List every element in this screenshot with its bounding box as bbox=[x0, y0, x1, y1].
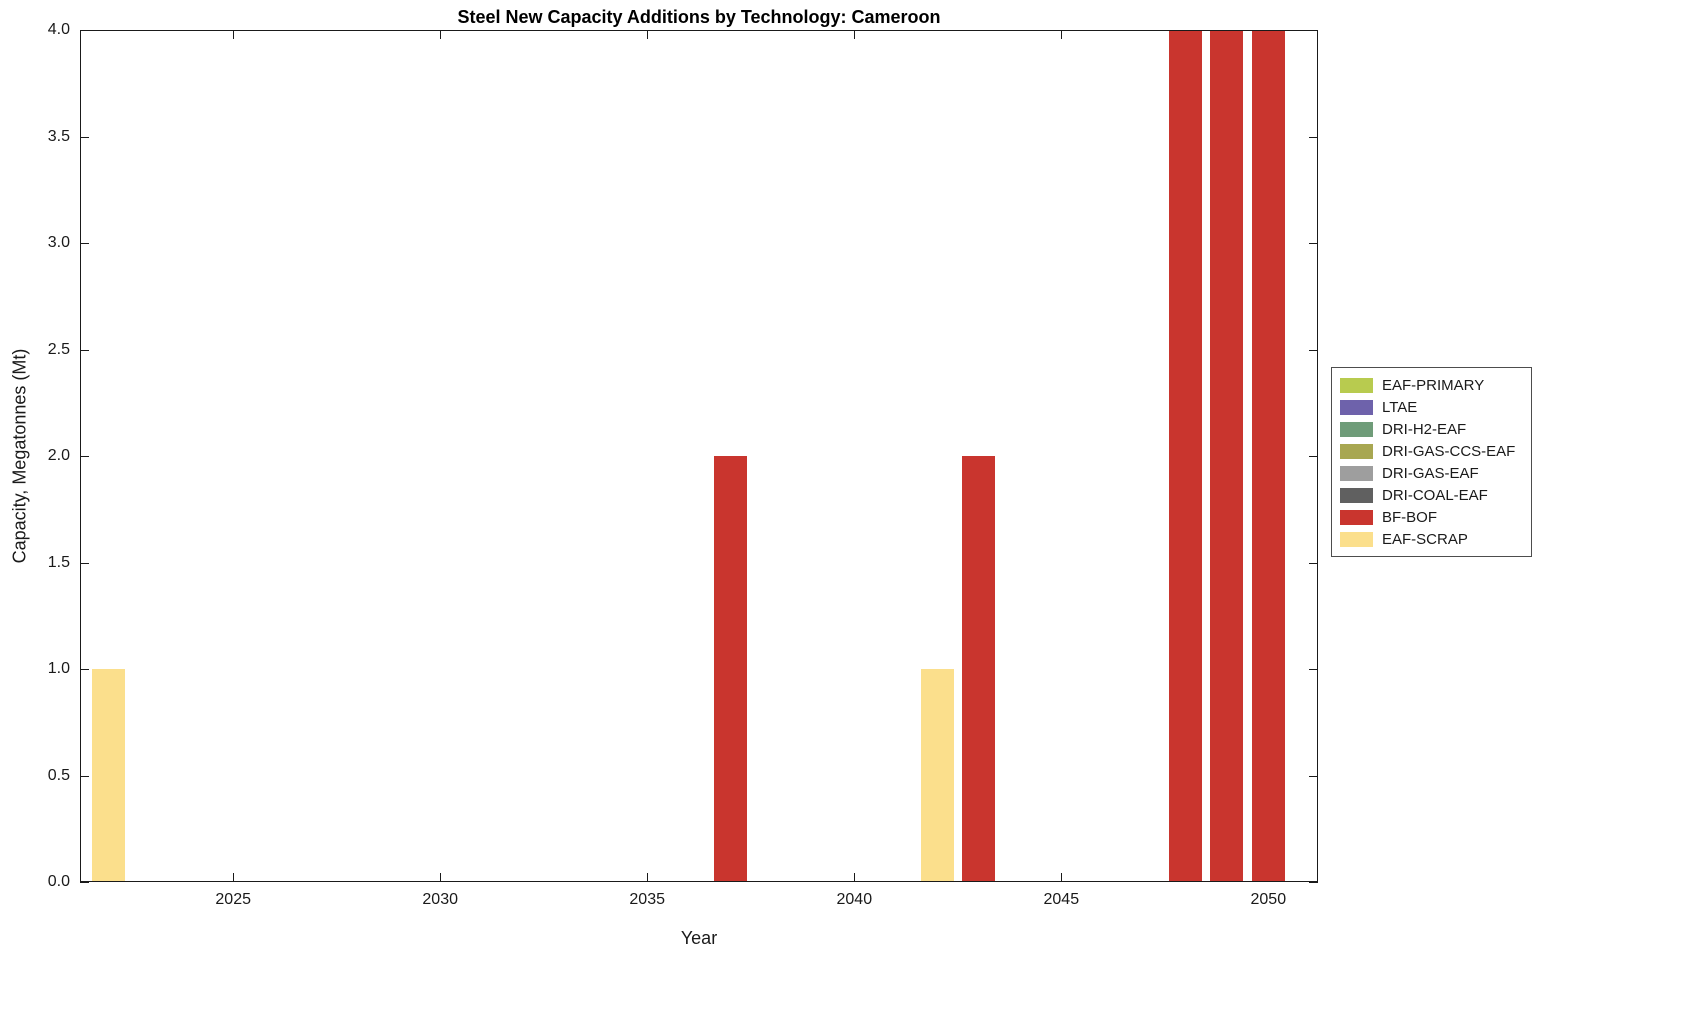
y-tick-right bbox=[1309, 243, 1318, 244]
legend-item-dri-h2-eaf: DRI-H2-EAF bbox=[1340, 418, 1515, 440]
y-tick-label: 0.5 bbox=[47, 766, 70, 784]
legend-label: EAF-PRIMARY bbox=[1382, 376, 1485, 394]
bar-bf-bof-2050 bbox=[1251, 30, 1285, 882]
legend-item-dri-gas-ccs-eaf: DRI-GAS-CCS-EAF bbox=[1340, 440, 1515, 462]
chart-title: Steel New Capacity Additions by Technolo… bbox=[457, 7, 941, 27]
legend-label: EAF-SCRAP bbox=[1382, 530, 1468, 548]
y-tick-right bbox=[1309, 562, 1318, 564]
y-tick-right bbox=[1309, 669, 1318, 670]
y-tick-right bbox=[1309, 882, 1318, 883]
legend-item-eaf-primary: EAF-PRIMARY bbox=[1340, 374, 1515, 396]
legend-item-ltae: LTAE bbox=[1340, 396, 1515, 418]
y-tick-right bbox=[1309, 349, 1318, 351]
x-tick-label: 2025 bbox=[215, 891, 251, 908]
legend-swatch bbox=[1340, 377, 1373, 393]
x-tick-top bbox=[440, 30, 442, 39]
legend-swatch bbox=[1340, 509, 1373, 525]
y-tick-left bbox=[80, 136, 89, 138]
y-tick-right bbox=[1309, 30, 1318, 31]
legend-swatch bbox=[1340, 443, 1373, 459]
x-tick-top bbox=[854, 30, 856, 39]
x-tick-bottom bbox=[647, 873, 649, 882]
bar-bf-bof-2049 bbox=[1210, 30, 1244, 882]
legend-swatch bbox=[1340, 465, 1373, 481]
y-tick-left bbox=[80, 562, 89, 564]
x-tick-bottom bbox=[440, 873, 442, 882]
plot-area bbox=[80, 30, 1318, 883]
legend-item-dri-coal-eaf: DRI-COAL-EAF bbox=[1340, 484, 1515, 506]
x-axis-label: Year bbox=[680, 928, 718, 948]
legend-item-dri-gas-eaf: DRI-GAS-EAF bbox=[1340, 462, 1515, 484]
legend-swatch bbox=[1340, 399, 1373, 415]
legend-item-eaf-scrap: EAF-SCRAP bbox=[1340, 528, 1515, 550]
x-tick-top bbox=[647, 30, 649, 39]
legend-swatch bbox=[1340, 487, 1373, 503]
y-tick-label: 1.0 bbox=[47, 660, 70, 677]
y-tick-label: 1.5 bbox=[47, 553, 70, 571]
y-tick-left bbox=[80, 775, 89, 777]
x-tick-label: 2045 bbox=[1043, 891, 1080, 908]
x-tick-top bbox=[1061, 30, 1063, 39]
y-tick-left bbox=[80, 30, 89, 31]
y-tick-label: 2.0 bbox=[47, 447, 70, 464]
y-tick-left bbox=[80, 669, 89, 670]
y-tick-right bbox=[1309, 136, 1318, 138]
y-tick-left bbox=[80, 456, 89, 457]
y-tick-right bbox=[1309, 456, 1318, 457]
legend-label: DRI-COAL-EAF bbox=[1382, 486, 1488, 504]
bar-bf-bof-2043 bbox=[961, 456, 995, 882]
legend-label: BF-BOF bbox=[1382, 508, 1437, 526]
x-tick-label: 2050 bbox=[1250, 891, 1287, 908]
legend-label: LTAE bbox=[1382, 398, 1418, 416]
legend-label: DRI-GAS-EAF bbox=[1382, 464, 1479, 482]
x-tick-label: 2030 bbox=[422, 891, 458, 908]
legend-swatch bbox=[1340, 421, 1373, 437]
legend-label: DRI-GAS-CCS-EAF bbox=[1382, 442, 1516, 460]
x-tick-bottom bbox=[854, 873, 856, 882]
x-tick-label: 2040 bbox=[836, 891, 873, 908]
y-tick-label: 2.5 bbox=[47, 340, 70, 358]
x-tick-top bbox=[233, 30, 235, 39]
y-tick-left bbox=[80, 243, 89, 244]
legend-swatch bbox=[1340, 531, 1373, 547]
y-tick-right bbox=[1309, 775, 1318, 777]
x-tick-bottom bbox=[233, 873, 235, 882]
legend: EAF-PRIMARY LTAE DRI-H2-EAF DRI-GAS-CCS-EAF… bbox=[1331, 367, 1533, 557]
y-tick-label: 3.0 bbox=[47, 234, 70, 251]
legend-item-bf-bof: BF-BOF bbox=[1340, 506, 1515, 528]
y-tick-left bbox=[80, 349, 89, 351]
bar-bf-bof-2037 bbox=[713, 456, 747, 882]
x-tick-label: 2035 bbox=[629, 891, 665, 908]
x-tick-bottom bbox=[1061, 873, 1063, 882]
y-tick-left bbox=[80, 882, 89, 883]
bar-eaf-scrap-2042 bbox=[920, 669, 954, 882]
y-tick-label: 0.0 bbox=[47, 873, 70, 890]
bar-eaf-scrap-2022 bbox=[92, 669, 126, 882]
legend-label: DRI-H2-EAF bbox=[1382, 420, 1467, 438]
y-tick-label: 3.5 bbox=[47, 127, 70, 145]
bar-bf-bof-2048 bbox=[1168, 30, 1202, 882]
y-tick-label: 4.0 bbox=[47, 21, 70, 38]
